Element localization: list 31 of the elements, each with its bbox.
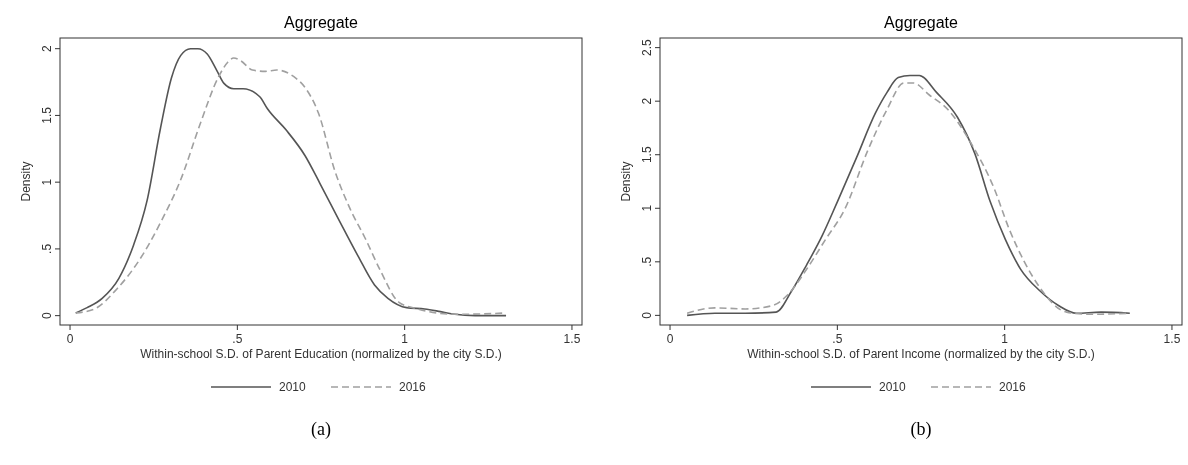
- legend-label: 2010: [279, 380, 307, 394]
- chart-title: Aggregate: [884, 14, 959, 31]
- x-tick-label: .5: [232, 332, 243, 346]
- text: (b): [910, 419, 932, 440]
- legend-label: 2016: [399, 380, 427, 394]
- x-tick-label: 1.5: [563, 332, 581, 346]
- y-tick-label: 1.5: [640, 146, 654, 164]
- x-axis-title: Within-school S.D. of Parent Income (normalized by the city S.D.): [747, 347, 1095, 361]
- y-tick-label: 1.5: [40, 106, 54, 124]
- legend-label: 2010: [879, 380, 907, 394]
- x-tick-label: 1: [1001, 332, 1009, 346]
- y-tick-label: 2: [40, 45, 54, 53]
- x-tick-label: 0: [666, 332, 674, 346]
- x-axis-title: Within-school S.D. of Parent Education (normalized by the city S.D.): [140, 347, 502, 361]
- y-tick-label: 0: [40, 312, 54, 319]
- legend-label: 2016: [999, 380, 1027, 394]
- y-axis-title: Density: [619, 161, 633, 202]
- x-tick-label: 0: [66, 332, 74, 346]
- y-tick-label: 1: [640, 204, 654, 212]
- y-axis-title: Density: [19, 161, 33, 202]
- x-tick-label: .5: [832, 332, 843, 346]
- y-tick-label: 2: [640, 97, 654, 105]
- text: (a): [311, 419, 331, 440]
- x-tick-label: 1.5: [1163, 332, 1181, 346]
- y-tick-label: .5: [40, 243, 54, 254]
- x-tick-label: 1: [401, 332, 409, 346]
- y-tick-label: 1: [40, 178, 54, 186]
- y-tick-label: 2.5: [640, 38, 654, 56]
- y-tick-label: .5: [640, 256, 654, 267]
- y-tick-label: 0: [640, 311, 654, 319]
- chart-title: Aggregate: [284, 14, 359, 31]
